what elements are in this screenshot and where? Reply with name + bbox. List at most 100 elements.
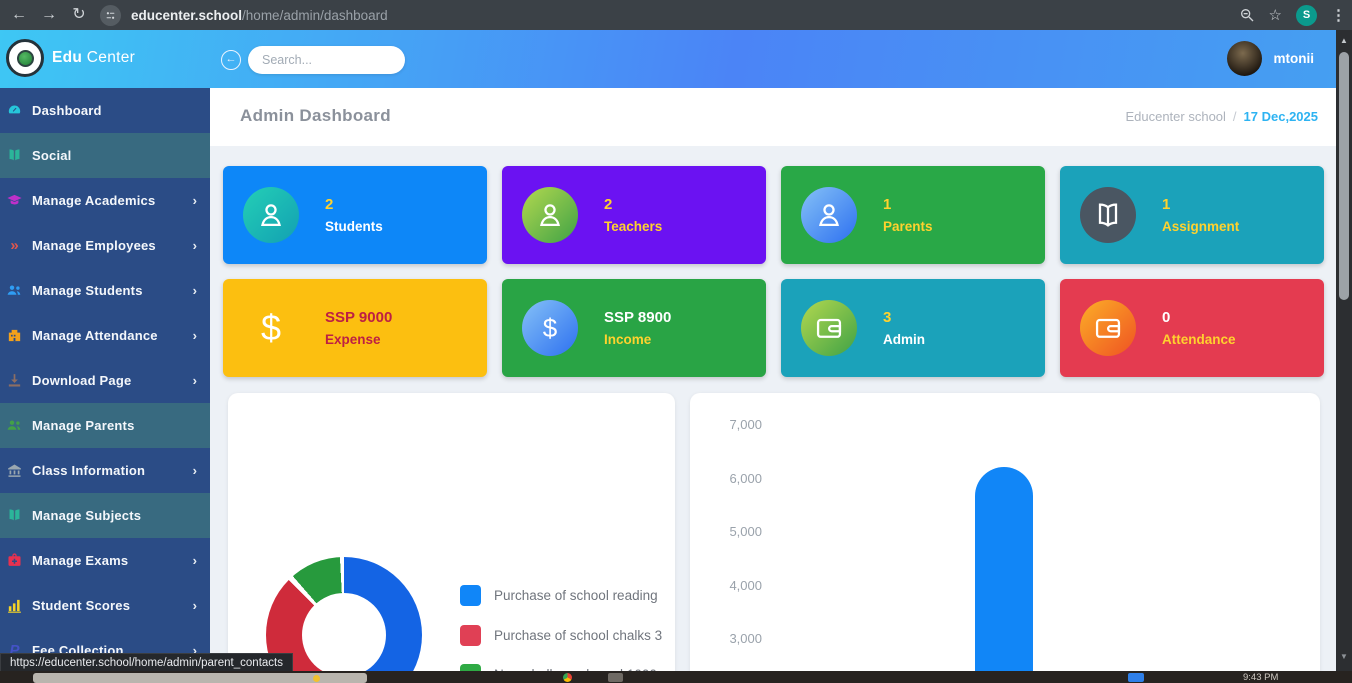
chevron-right-icon: ›: [192, 553, 197, 568]
taskbar-clock: 9:43 PM: [1243, 672, 1279, 683]
sidebar-item-manage-academics[interactable]: Manage Academics ›: [0, 178, 210, 223]
stat-label: Parents: [883, 219, 933, 234]
breadcrumb: Educenter school/17 Dec,2025: [1125, 109, 1318, 124]
stat-card-admin[interactable]: 3 Admin: [781, 279, 1045, 377]
main-content: Admin Dashboard Educenter school/17 Dec,…: [210, 88, 1336, 683]
stat-value: SSP 8900: [604, 309, 672, 326]
stat-card-attendance[interactable]: 0 Attendance: [1060, 279, 1324, 377]
zoom-out-icon[interactable]: [1239, 7, 1255, 23]
y-axis-tick: 5,000: [729, 524, 762, 539]
sidebar-item-download-page[interactable]: Download Page ›: [0, 358, 210, 403]
browser-menu-icon[interactable]: ⋮: [1331, 7, 1346, 24]
payment-icon: P: [9, 642, 20, 659]
title-bar: Admin Dashboard Educenter school/17 Dec,…: [210, 88, 1336, 146]
page-scrollbar[interactable]: ▲ ▼: [1336, 30, 1352, 683]
stat-card-expense[interactable]: $ SSP 9000 Expense: [223, 279, 487, 377]
chevron-right-icon: ›: [192, 238, 197, 253]
username-label: mtonii: [1273, 51, 1315, 66]
breadcrumb-date[interactable]: 17 Dec,2025: [1243, 109, 1318, 124]
chevron-right-icon: ›: [192, 598, 197, 613]
stat-card-teachers[interactable]: 2 Teachers: [502, 166, 766, 264]
dollar-icon: $: [522, 300, 578, 356]
bookmark-star-icon[interactable]: ☆: [1268, 7, 1282, 24]
browser-chrome: ← → ↻ educenter.school/home/admin/dashbo…: [0, 0, 1352, 30]
person-icon: [801, 187, 857, 243]
search-input[interactable]: [262, 53, 423, 67]
taskbar-search-box[interactable]: [33, 673, 367, 683]
app-logo[interactable]: Edu Center: [6, 39, 135, 77]
bar-series-blue: [975, 467, 1033, 683]
url-path: /home/admin/dashboard: [242, 7, 388, 23]
stat-value: SSP 9000: [325, 309, 393, 326]
legend-item: Purchase of school chalks 3: [460, 625, 662, 646]
stat-value: 1: [1162, 196, 1171, 213]
url-bar[interactable]: educenter.school/home/admin/dashboard: [131, 8, 388, 23]
browser-back-icon[interactable]: ←: [11, 6, 27, 23]
download-icon: [6, 372, 23, 389]
sidebar-collapse-icon[interactable]: ←: [221, 50, 241, 70]
bank-icon: [6, 462, 23, 479]
stat-card-income[interactable]: $ SSP 8900 Income: [502, 279, 766, 377]
graduation-cap-icon: [6, 192, 23, 209]
book-icon: [6, 147, 23, 164]
sidebar-item-social[interactable]: Social: [0, 133, 210, 178]
stat-label: Teachers: [604, 219, 663, 234]
stat-value: 3: [883, 309, 892, 326]
page-title: Admin Dashboard: [240, 106, 391, 125]
dollar-icon: $: [260, 307, 282, 348]
scroll-down-icon[interactable]: ▼: [1340, 652, 1348, 661]
user-avatar[interactable]: [1226, 41, 1262, 76]
sidebar-item-manage-subjects[interactable]: Manage Subjects: [0, 493, 210, 538]
chevron-right-icon: ›: [192, 328, 197, 343]
stat-label: Attendance: [1162, 332, 1236, 347]
sidebar-item-manage-exams[interactable]: Manage Exams ›: [0, 538, 210, 583]
person-icon: [243, 187, 299, 243]
app-header: Edu Center ← mtonii: [0, 30, 1336, 88]
sidebar-item-manage-employees[interactable]: » Manage Employees ›: [0, 223, 210, 268]
y-axis-tick: 7,000: [729, 417, 762, 432]
double-chevron-icon: »: [10, 237, 19, 254]
chevron-right-icon: ›: [192, 373, 197, 388]
bar-chart-icon: [6, 597, 23, 614]
stat-value: 0: [1162, 309, 1171, 326]
scrollbar-thumb[interactable]: [1339, 52, 1349, 300]
site-info-icon[interactable]: [100, 4, 121, 26]
stat-value: 1: [883, 196, 892, 213]
stat-label: Assignment: [1162, 219, 1240, 234]
donut-chart: [266, 557, 422, 683]
sidebar-item-dashboard[interactable]: Dashboard: [0, 88, 210, 133]
wallet-icon: [801, 300, 857, 356]
stat-card-assignment[interactable]: 1 Assignment: [1060, 166, 1324, 264]
browser-reload-icon[interactable]: ↻: [72, 6, 86, 23]
wallet-icon: [1080, 300, 1136, 356]
scroll-up-icon[interactable]: ▲: [1340, 36, 1348, 45]
legend-item: Purchase of school reading: [460, 585, 658, 606]
sidebar-item-manage-parents[interactable]: Manage Parents: [0, 403, 210, 448]
open-book-icon: [1080, 187, 1136, 243]
sidebar-item-class-information[interactable]: Class Information ›: [0, 448, 210, 493]
user-menu[interactable]: mtonii: [1226, 41, 1315, 76]
search-bar[interactable]: [248, 46, 423, 74]
browser-profile-avatar[interactable]: S: [1296, 4, 1317, 26]
expense-donut-panel: Purchase of school reading Purchase of s…: [228, 393, 675, 683]
chrome-taskbar-icon[interactable]: [563, 673, 572, 682]
y-axis-tick: 4,000: [729, 578, 762, 593]
chevron-right-icon: ›: [192, 193, 197, 208]
stat-label: Expense: [325, 332, 381, 347]
legend-swatch-red: [460, 625, 481, 646]
legend-swatch-blue: [460, 585, 481, 606]
sidebar-item-manage-students[interactable]: Manage Students ›: [0, 268, 210, 313]
stat-label: Admin: [883, 332, 925, 347]
y-axis-tick: 6,000: [729, 471, 762, 486]
stat-card-students[interactable]: 2 Students: [223, 166, 487, 264]
brand-title: Edu Center: [52, 49, 136, 66]
taskbar-app-icon[interactable]: [608, 673, 623, 682]
stat-card-parents[interactable]: 1 Parents: [781, 166, 1045, 264]
taskbar-app-icon[interactable]: [1128, 673, 1144, 682]
link-status-tooltip: https://educenter.school/home/admin/pare…: [0, 653, 293, 672]
browser-forward-icon[interactable]: →: [41, 6, 57, 23]
stat-label: Income: [604, 332, 652, 347]
sidebar-item-student-scores[interactable]: Student Scores ›: [0, 583, 210, 628]
people-icon: [6, 282, 23, 299]
sidebar-item-manage-attendance[interactable]: Manage Attendance ›: [0, 313, 210, 358]
